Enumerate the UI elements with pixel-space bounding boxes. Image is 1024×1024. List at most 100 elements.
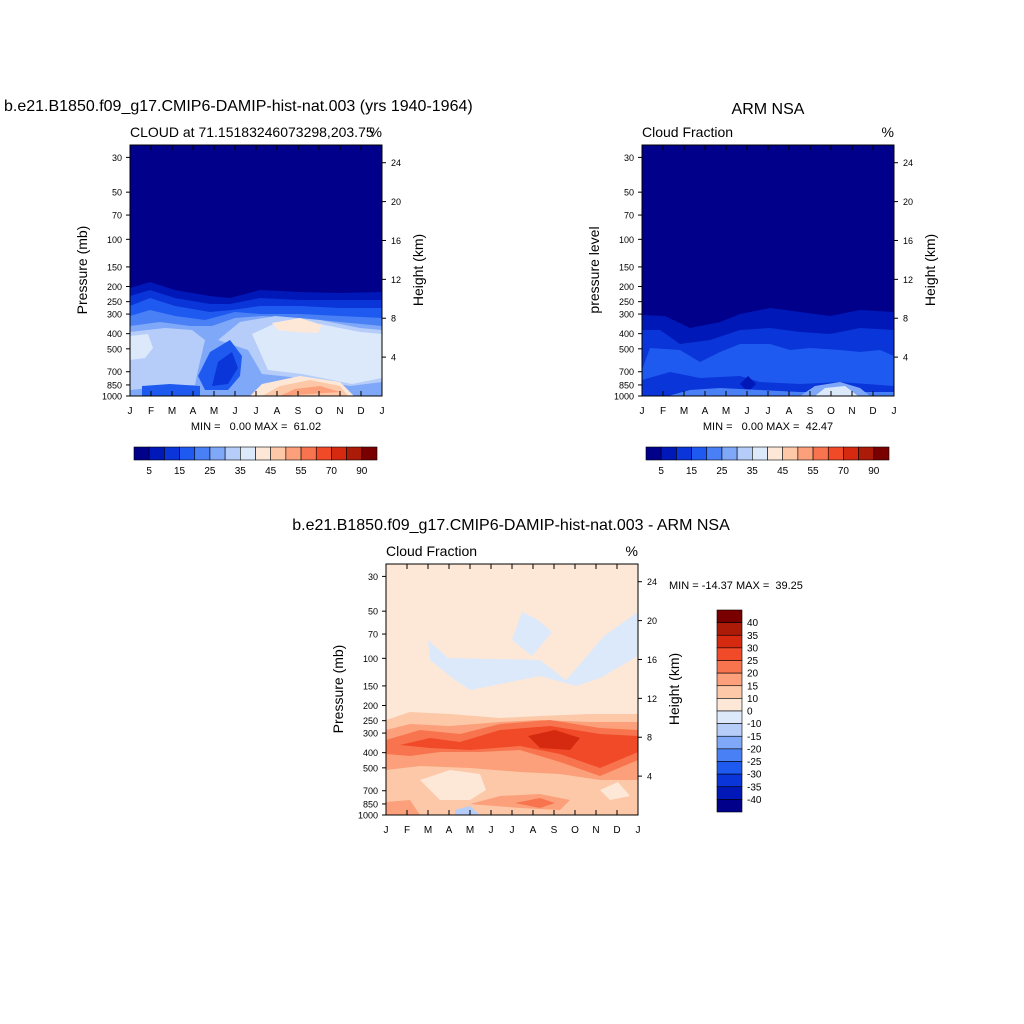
colorbar-label: 15 — [174, 466, 186, 477]
x-tick-label: A — [530, 825, 537, 836]
y-tick-label: 400 — [107, 329, 122, 339]
x-tick-label: M — [680, 406, 688, 417]
colorbar-label: 25 — [204, 466, 216, 477]
x-tick-label: D — [869, 406, 876, 417]
colorbar-label: 30 — [747, 643, 759, 654]
colorbar-swatch — [873, 446, 890, 461]
colorbar-label: -15 — [747, 732, 762, 743]
x-tick-label: S — [807, 406, 814, 417]
x-tick-label: O — [827, 406, 835, 417]
panel-diff-axes: J F M A M J J A S O N D J 30 50 70 100 150 200 250 300 400 500… — [358, 564, 657, 836]
colorbar-swatch — [315, 446, 332, 461]
y-tick-right-label: 20 — [391, 197, 401, 207]
y-tick-right-label: 12 — [391, 275, 401, 285]
colorbar-swatch — [716, 773, 743, 788]
colorbar-label: 55 — [808, 466, 820, 477]
y-tick-right-label: 16 — [647, 655, 657, 665]
panel-obs-right-label: % — [882, 124, 894, 140]
panel-model-ylabel-right: Height (km) — [410, 234, 426, 306]
colorbar-label: 15 — [686, 466, 698, 477]
panel-model-stats: MIN = 0.00 MAX = 61.02 — [191, 421, 321, 433]
y-tick-label: 1000 — [614, 392, 634, 402]
panel-diff-left-label: Cloud Fraction — [386, 543, 477, 559]
colorbar-swatch — [270, 446, 287, 461]
colorbar-swatch — [716, 786, 743, 800]
colorbar-swatch — [782, 446, 799, 461]
x-tick-label: A — [274, 406, 281, 417]
y-tick-label: 850 — [363, 799, 378, 809]
panel-obs-colorbar: 5 15 25 35 45 55 70 90 — [645, 446, 890, 477]
colorbar-swatch — [716, 622, 743, 636]
y-tick-right-label: 12 — [903, 275, 913, 285]
colorbar-label: 35 — [747, 466, 759, 477]
y-tick-label: 850 — [107, 380, 122, 390]
x-tick-label: M — [722, 406, 730, 417]
colorbar-label: 10 — [747, 694, 759, 705]
panel-obs-contours — [642, 145, 894, 396]
x-tick-label: J — [489, 825, 494, 836]
x-tick-label: D — [613, 825, 620, 836]
x-tick-label: S — [295, 406, 302, 417]
x-tick-label: A — [190, 406, 197, 417]
colorbar-label: 25 — [747, 656, 759, 667]
y-tick-right-label: 8 — [647, 733, 652, 743]
x-tick-label: F — [148, 406, 154, 417]
panel-diff-ylabel-right: Height (km) — [666, 653, 682, 725]
colorbar-swatch — [716, 698, 743, 712]
panel-obs-axes: J F M A M J J A S O N D J 30 50 70 100 150 200 250 300 400 500… — [614, 145, 913, 417]
colorbar-label: -20 — [747, 744, 762, 755]
y-tick-label: 70 — [112, 211, 122, 221]
colorbar-swatch — [716, 748, 743, 762]
panel-obs: ARM NSA Cloud Fraction % J F M A M J J A S O N D J 30… — [586, 101, 938, 477]
x-tick-label: J — [254, 406, 259, 417]
colorbar-swatch — [716, 647, 743, 661]
colorbar-label: 5 — [146, 466, 152, 477]
colorbar-label: 40 — [747, 618, 759, 629]
y-tick-label: 400 — [619, 329, 634, 339]
colorbar-label: -35 — [747, 782, 762, 793]
colorbar-swatch — [240, 446, 256, 461]
x-tick-label: F — [404, 825, 410, 836]
y-tick-label: 100 — [363, 654, 378, 664]
panel-model-title: b.e21.B1850.f09_g17.CMIP6-DAMIP-hist-nat… — [4, 98, 473, 115]
y-tick-right-label: 16 — [391, 236, 401, 246]
x-tick-label: J — [384, 825, 389, 836]
panel-diff-title: b.e21.B1850.f09_g17.CMIP6-DAMIP-hist-nat… — [292, 517, 730, 534]
colorbar-swatch — [179, 446, 196, 461]
colorbar-label: -30 — [747, 770, 762, 781]
colorbar-swatch — [827, 446, 844, 461]
colorbar-swatch — [331, 446, 347, 461]
colorbar-label: 55 — [296, 466, 308, 477]
y-tick-label: 30 — [368, 572, 378, 582]
y-tick-right-label: 16 — [903, 236, 913, 246]
panel-diff: b.e21.B1850.f09_g17.CMIP6-DAMIP-hist-nat… — [292, 517, 803, 836]
y-tick-right-label: 4 — [903, 353, 908, 363]
x-tick-label: O — [315, 406, 323, 417]
y-tick-label: 30 — [624, 153, 634, 163]
y-tick-right-label: 4 — [647, 772, 652, 782]
y-tick-label: 70 — [368, 630, 378, 640]
colorbar-swatch — [676, 446, 692, 461]
y-tick-label: 100 — [619, 235, 634, 245]
colorbar-swatch — [361, 446, 378, 461]
y-tick-label: 200 — [107, 282, 122, 292]
panel-model-right-label: % — [370, 124, 382, 140]
colorbar-swatch — [209, 446, 226, 461]
y-tick-right-label: 12 — [647, 694, 657, 704]
colorbar-label: 20 — [747, 669, 759, 680]
x-tick-label: A — [702, 406, 709, 417]
colorbar-label: -25 — [747, 757, 762, 768]
x-tick-label: J — [766, 406, 771, 417]
colorbar-swatch — [164, 446, 180, 461]
colorbar-swatch — [716, 799, 743, 813]
colorbar-swatch — [716, 710, 743, 724]
colorbar-swatch — [645, 446, 662, 461]
colorbar-swatch — [716, 761, 743, 775]
y-tick-label: 200 — [619, 282, 634, 292]
panel-model-contours — [130, 145, 382, 396]
y-tick-label: 100 — [107, 235, 122, 245]
colorbar-swatch — [767, 446, 783, 461]
colorbar-swatch — [797, 446, 814, 461]
y-tick-label: 400 — [363, 748, 378, 758]
colorbar-swatch — [691, 446, 708, 461]
